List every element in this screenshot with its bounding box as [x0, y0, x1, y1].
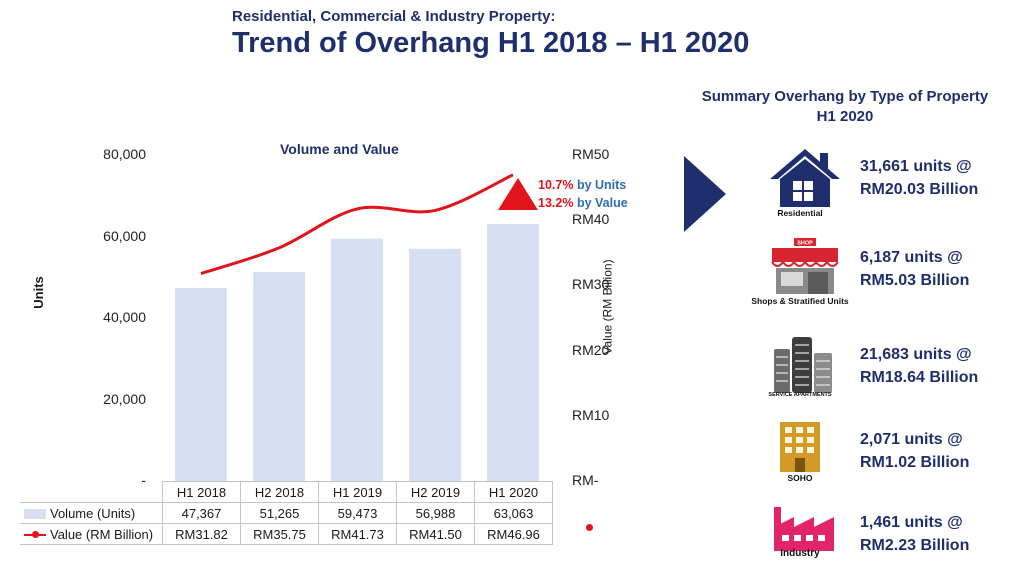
y-tick-right-4: RM40: [572, 211, 610, 228]
table-cell: 56,988: [396, 502, 475, 524]
shop-icon: SHOP: [771, 238, 839, 294]
y-tick-right-5: RM50: [572, 146, 610, 162]
annotation-units: 10.7% by Units: [538, 178, 627, 192]
table-cell: RM41.73: [318, 523, 397, 545]
bar-2: [331, 238, 383, 481]
y-tick-right-0: RM-: [572, 472, 599, 488]
bar-swatch-icon: [24, 509, 46, 520]
office-building-icon: [780, 422, 820, 472]
red-dot-icon: [586, 524, 593, 531]
annotation-value: 13.2% by Value: [538, 196, 628, 210]
value-line: [200, 173, 514, 275]
y-tick-right-3: RM30: [572, 276, 610, 293]
increase-triangle-icon: [498, 178, 538, 210]
data-table: H1 2018 H2 2018 H1 2019 H2 2019 H1 2020 …: [20, 481, 553, 545]
y-tick-left-1: 20,000: [103, 390, 146, 407]
summary-item-soho: SOHO 2,071 units @ RM1.02 Billion: [760, 420, 1020, 490]
table-header-cell: H1 2018: [162, 481, 241, 503]
summary-item-shops: SHOP Shops & Stratified Units 6,187 unit…: [751, 238, 1020, 308]
table-cell: 63,063: [474, 502, 553, 524]
apartment-towers-icon: [774, 337, 832, 393]
legend-volume: Volume (Units): [20, 502, 163, 524]
bar-1: [253, 272, 305, 481]
summary-value: 6,187 units @ RM5.03 Billion: [860, 249, 970, 289]
summary-value: 2,071 units @ RM1.02 Billion: [860, 431, 970, 471]
house-icon: [770, 149, 840, 207]
supertitle: Residential, Commercial & Industry Prope…: [232, 8, 556, 25]
table-header-cell: H2 2019: [396, 481, 475, 503]
line-swatch-icon: [24, 530, 46, 540]
summary-item-industry: Industry 1,461 units @ RM2.23 Billion: [760, 503, 1020, 573]
y-tick-left-3: 60,000: [103, 227, 146, 244]
table-cell: RM31.82: [162, 523, 241, 545]
bar-0: [175, 287, 227, 481]
bar-3: [409, 248, 461, 481]
summary-value: 21,683 units @ RM18.64 Billion: [860, 346, 979, 386]
page-title: Trend of Overhang H1 2018 – H1 2020: [232, 27, 750, 59]
summary-value: 1,461 units @ RM2.23 Billion: [860, 514, 970, 554]
summary-item-residential: Residential 31,661 units @ RM20.03 Billi…: [760, 147, 1020, 218]
table-header-cell: H1 2019: [318, 481, 397, 503]
summary-item-service-apartments: SERVICE APARTMENTS 21,683 units @ RM18.6…: [760, 335, 1020, 405]
table-cell: RM46.96: [474, 523, 553, 545]
svg-text:SHOP: SHOP: [797, 241, 813, 247]
combo-chart: [175, 173, 539, 481]
table-cell: RM35.75: [240, 523, 319, 545]
table-cell: 59,473: [318, 502, 397, 524]
y-tick-left-0: -: [141, 472, 146, 488]
y-tick-left-4: 80,000: [103, 146, 146, 162]
chart-title: Volume and Value: [280, 141, 399, 157]
factory-icon: [774, 507, 834, 551]
y-tick-right-2: RM20: [572, 341, 610, 358]
y-tick-left-2: 40,000: [103, 309, 146, 325]
table-header-cell: H2 2018: [240, 481, 319, 503]
table-cell: 51,265: [240, 502, 319, 524]
legend-value: Value (RM Billion): [20, 523, 163, 545]
arrow-right-icon: [684, 156, 726, 232]
table-cell: RM41.50: [396, 523, 475, 545]
bar-4: [487, 224, 539, 481]
y-tick-right-1: RM10: [572, 406, 610, 423]
summary-title: Summary Overhang by Type of Property H1 …: [701, 88, 989, 125]
summary-value: 31,661 units @ RM20.03 Billion: [860, 158, 979, 198]
table-cell: 47,367: [162, 502, 241, 524]
table-header-cell: H1 2020: [474, 481, 553, 503]
